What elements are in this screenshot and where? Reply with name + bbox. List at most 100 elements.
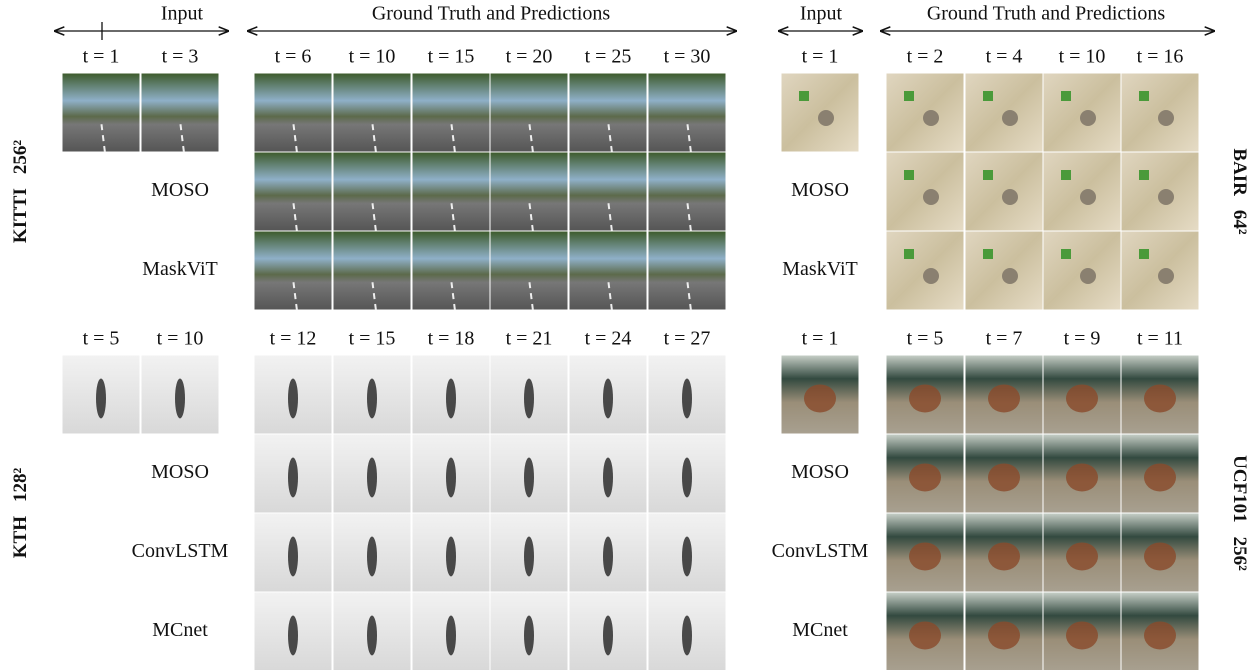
frame: [253, 72, 333, 153]
frame-lane: [292, 199, 298, 232]
frame: [411, 230, 491, 311]
frame: [489, 151, 569, 232]
frame: [411, 72, 491, 153]
frame-object: [1139, 170, 1149, 180]
frame-subject: [367, 457, 377, 498]
frame-object: [923, 189, 939, 205]
frame-lane: [607, 120, 613, 153]
dataset-name: KITTI: [10, 188, 31, 243]
frame-object: [1158, 189, 1174, 205]
frame: [1120, 151, 1200, 232]
time-label: t = 1: [83, 46, 120, 68]
frame-subject: [1144, 542, 1176, 571]
frame-object: [1080, 189, 1096, 205]
frame-subject: [603, 536, 613, 577]
time-label: t = 12: [270, 328, 317, 350]
frame-object: [904, 91, 914, 101]
frame-subject: [367, 615, 377, 656]
frame-subject: [288, 378, 298, 419]
frame-subject: [524, 378, 534, 419]
frame-lane: [528, 278, 534, 311]
frame-object: [923, 268, 939, 284]
frame: [885, 230, 965, 311]
dataset-label: BAIR 64²: [1229, 148, 1250, 235]
method-label: MCnet: [792, 619, 848, 641]
frame: [489, 230, 569, 311]
method-label: MOSO: [791, 179, 849, 201]
frame: [964, 230, 1044, 311]
frame-lane: [686, 278, 692, 311]
dataset-label-text: KITTI 256²: [10, 140, 31, 243]
time-label: t = 27: [664, 328, 711, 350]
frame-subject: [988, 384, 1020, 413]
frame-subject: [909, 463, 941, 492]
frame: [332, 230, 412, 311]
frame: [1120, 230, 1200, 311]
frame-object: [1002, 268, 1018, 284]
dataset-label-text: UCF101 256²: [1229, 455, 1250, 571]
frame-object: [1002, 189, 1018, 205]
time-label: t = 5: [907, 328, 944, 350]
frame: [647, 151, 727, 232]
frame-lane: [686, 199, 692, 232]
frame-lane: [686, 120, 692, 153]
frame-object: [1061, 249, 1071, 259]
frame-object: [799, 91, 809, 101]
frame-lane: [371, 278, 377, 311]
method-label: MOSO: [791, 461, 849, 483]
frame-subject: [96, 378, 106, 419]
header: Ground Truth and Predictions: [927, 3, 1166, 25]
frame-subject: [1144, 621, 1176, 650]
time-label: t = 16: [1137, 46, 1184, 68]
frame: [253, 230, 333, 311]
frame-subject: [682, 536, 692, 577]
time-label: t = 9: [1064, 328, 1101, 350]
frame-subject: [446, 615, 456, 656]
frame-object: [1061, 170, 1071, 180]
time-label: t = 30: [664, 46, 711, 68]
frame-subject: [909, 621, 941, 650]
frame: [1120, 72, 1200, 153]
frame-subject: [909, 542, 941, 571]
frame-subject: [367, 378, 377, 419]
frame-subject: [446, 457, 456, 498]
frame: [1042, 230, 1122, 311]
frame-object: [818, 110, 834, 126]
frame: [885, 151, 965, 232]
frame: [964, 72, 1044, 153]
dataset-label-text: KTH 128²: [10, 467, 31, 558]
dataset-name: BAIR: [1229, 148, 1250, 196]
frame-lane: [179, 120, 185, 153]
frame-subject: [288, 457, 298, 498]
frame: [489, 72, 569, 153]
frame: [1042, 72, 1122, 153]
time-label: t = 5: [83, 328, 120, 350]
time-label: t = 11: [1137, 328, 1183, 350]
frame-object: [1139, 249, 1149, 259]
frame: [411, 151, 491, 232]
dataset-resolution: 256²: [10, 140, 31, 175]
method-label: ConvLSTM: [772, 540, 869, 562]
frame: [253, 151, 333, 232]
method-label: MOSO: [151, 461, 209, 483]
method-label: MaskViT: [782, 258, 857, 280]
frame-subject: [288, 536, 298, 577]
time-label: t = 18: [428, 328, 475, 350]
frame: [647, 230, 727, 311]
frame-subject: [1066, 621, 1098, 650]
dataset-resolution: 64²: [1229, 210, 1250, 235]
frame-subject: [603, 457, 613, 498]
frame-lane: [371, 120, 377, 153]
frame-subject: [988, 542, 1020, 571]
frame-subject: [367, 536, 377, 577]
frame-subject: [603, 378, 613, 419]
frame-subject: [524, 457, 534, 498]
header: Input: [800, 3, 843, 25]
frame-lane: [450, 199, 456, 232]
time-label: t = 15: [428, 46, 475, 68]
time-label: t = 10: [349, 46, 396, 68]
frame: [647, 72, 727, 153]
frame-subject: [524, 536, 534, 577]
time-label: t = 20: [506, 46, 553, 68]
frame-subject: [682, 615, 692, 656]
